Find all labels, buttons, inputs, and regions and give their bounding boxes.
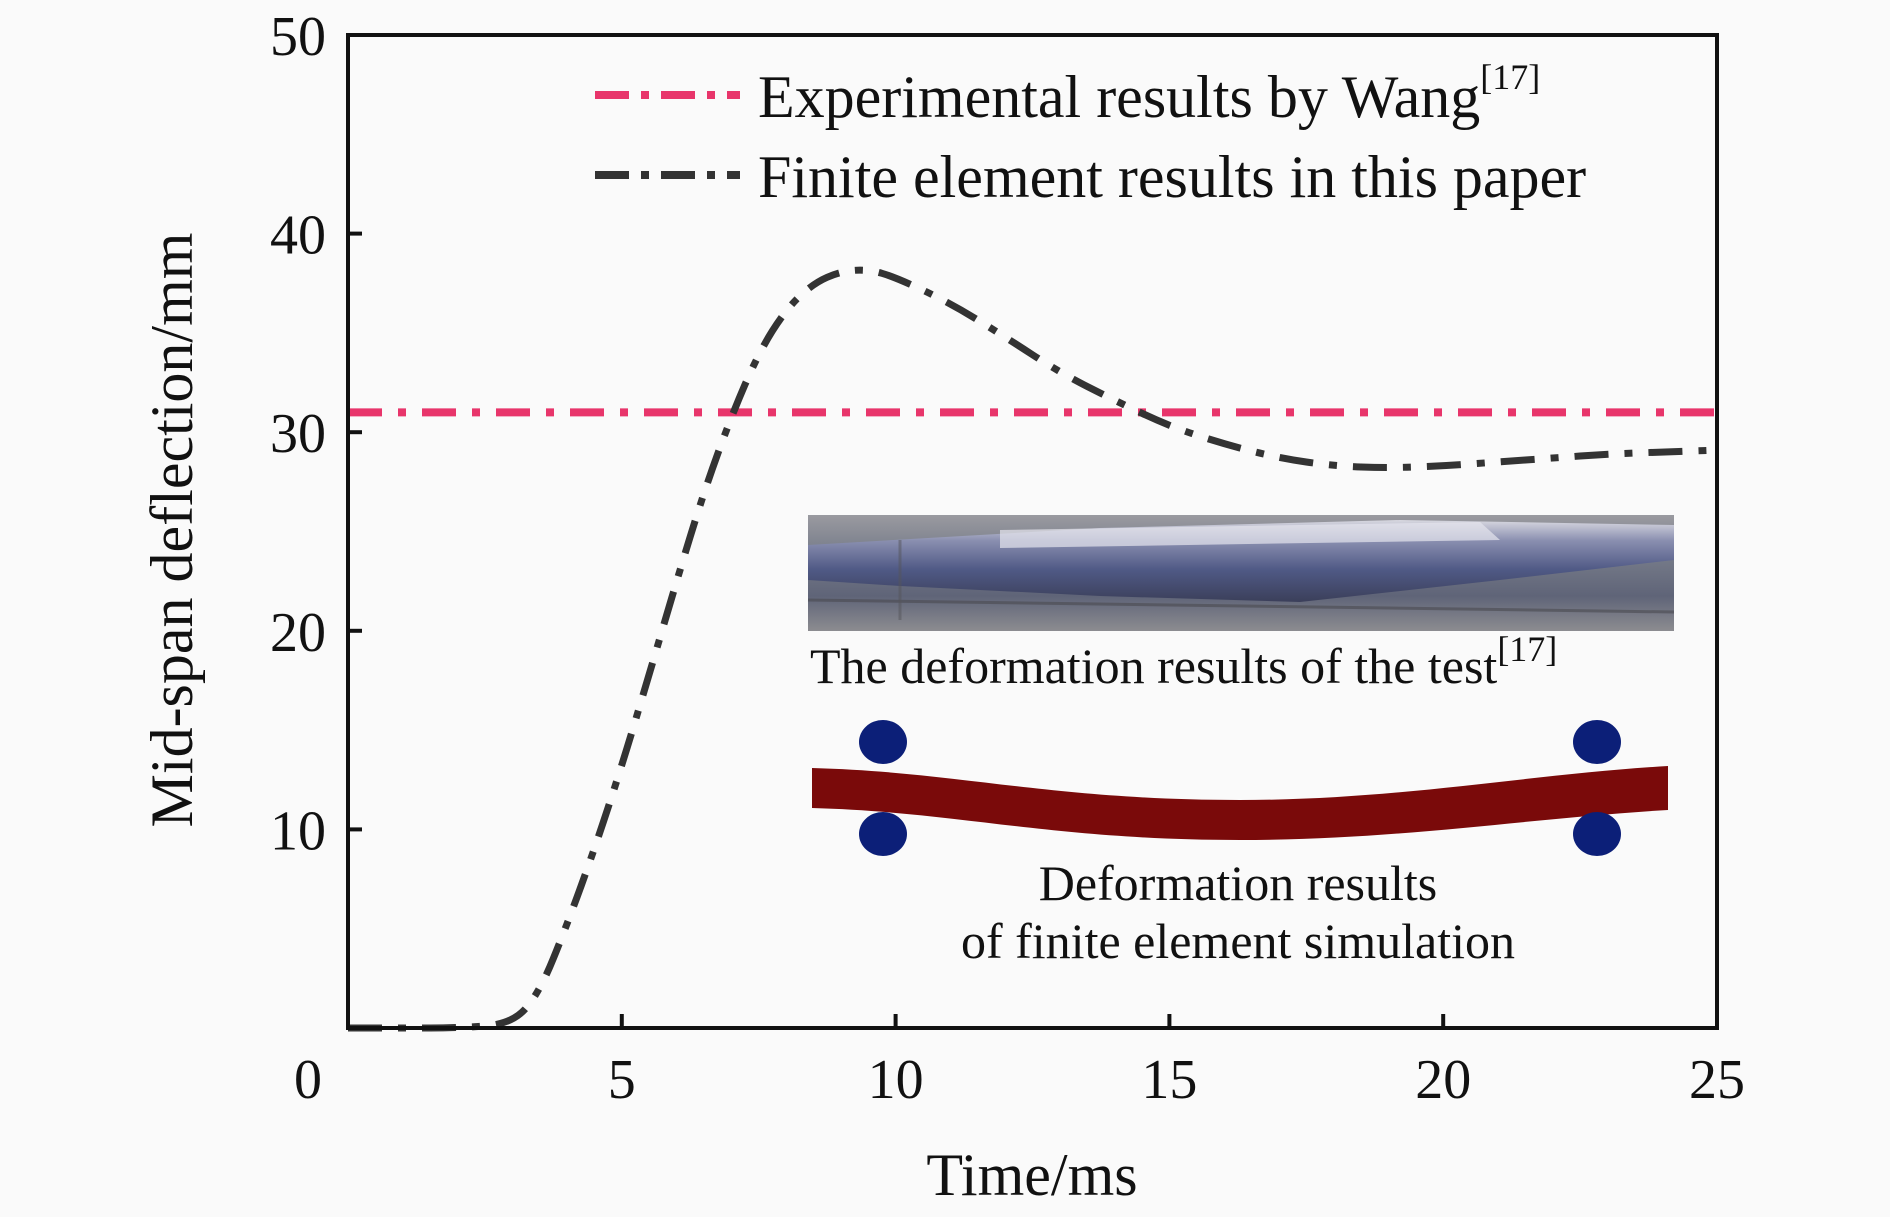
legend: Experimental results by Wang[17] Finite … xyxy=(595,57,1586,210)
legend-label-experimental: Experimental results by Wang[17] xyxy=(758,57,1540,130)
plot-frame xyxy=(346,33,1719,1030)
y-axis-label: Mid-span deflection/mm xyxy=(139,233,205,828)
x-tick-label: 15 xyxy=(1141,1049,1197,1111)
legend-label-fe: Finite element results in this paper xyxy=(758,144,1586,210)
y-tick-label: 10 xyxy=(270,800,326,862)
series-layer xyxy=(347,266,1718,1032)
support-icon xyxy=(859,812,907,856)
series-line-fe xyxy=(347,266,1718,1032)
inset-fe-caption-line2: of finite element simulation xyxy=(961,913,1515,969)
x-tick-label: 25 xyxy=(1689,1049,1745,1111)
x-axis-label: Time/ms xyxy=(926,1142,1137,1208)
y-tick-label: 30 xyxy=(270,403,326,465)
y-tick-label: 50 xyxy=(270,6,326,68)
support-icon xyxy=(1573,812,1621,856)
inset-test-photo xyxy=(807,515,1675,631)
y-tick-label: 40 xyxy=(270,205,326,267)
x-tick-label: 5 xyxy=(608,1049,636,1111)
x-tick-label: 10 xyxy=(868,1049,924,1111)
tick-layer: 0 5 10 15 20 25 10 20 30 40 50 xyxy=(270,6,1745,1111)
inset-fe-beam xyxy=(812,720,1668,856)
support-icon xyxy=(1573,720,1621,764)
y-tick-label: 20 xyxy=(270,602,326,664)
fe-beam-shape xyxy=(812,766,1668,840)
support-icon xyxy=(859,720,907,764)
x-tick-label: 0 xyxy=(294,1049,322,1111)
x-tick-label: 20 xyxy=(1415,1049,1471,1111)
inset-test-caption: The deformation results of the test[17] xyxy=(810,629,1557,694)
inset-fe-caption-line1: Deformation results xyxy=(1039,855,1438,911)
